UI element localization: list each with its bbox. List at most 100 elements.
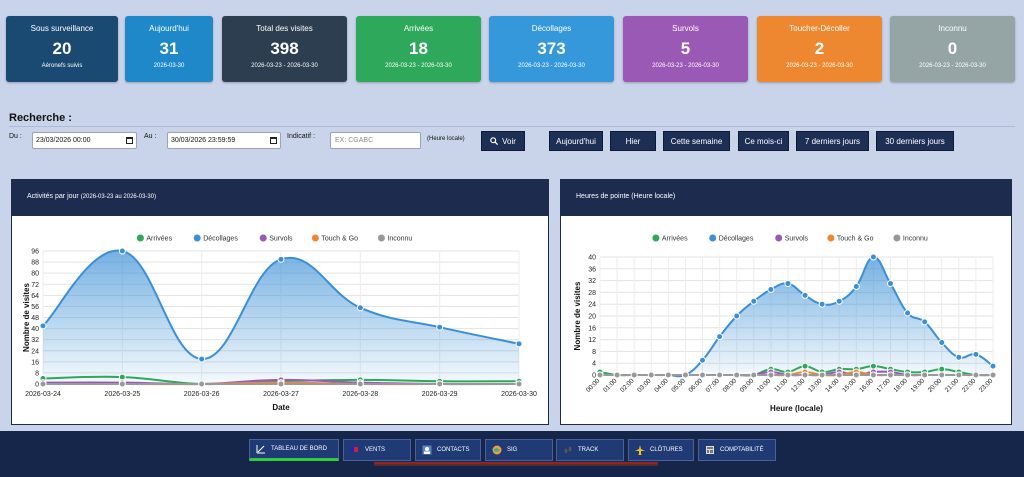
data-point: [515, 380, 523, 388]
card-value: 0: [947, 39, 958, 58]
calendar-icon[interactable]: [126, 137, 133, 144]
data-point: [356, 304, 364, 312]
callsign-label: Indicatif :: [287, 133, 316, 140]
data-point: [801, 371, 809, 379]
data-point: [886, 371, 894, 379]
to-datetime-input[interactable]: 30/03/2026 23:59:59: [167, 132, 281, 149]
y-axis-label: Nombre de visites: [573, 281, 582, 350]
y-tick-label: 56: [31, 304, 39, 311]
from-label: Du :: [9, 133, 22, 140]
data-point: [955, 371, 963, 379]
callsign-input[interactable]: EX: CGABC: [330, 132, 421, 149]
data-point: [904, 371, 912, 379]
this-month-button[interactable]: Ce mois-ci: [738, 131, 789, 151]
x-tick-label: 04:00: [653, 377, 670, 394]
from-datetime-input[interactable]: 23/03/2026 00:00: [32, 132, 137, 149]
card-sub: 2026-03-23 - 2026-03-30: [652, 63, 719, 69]
peak-hours-panel: Heures de pointe (Heure locale) 0 4 8 12 16 2…: [560, 179, 1012, 425]
data-point: [436, 380, 444, 388]
card-label: Total des visites: [256, 24, 313, 33]
x-tick-label: 08:00: [722, 377, 739, 394]
yesterday-button[interactable]: Hier: [610, 131, 656, 151]
accounting-icon: [706, 446, 714, 454]
last-30-days-button[interactable]: 30 derniers jours: [876, 131, 954, 151]
nav-winds[interactable]: VENTS: [343, 439, 411, 461]
data-point: [118, 380, 126, 388]
series-area: [600, 256, 993, 377]
x-tick-label: 18:00: [893, 377, 910, 394]
last-7-days-button[interactable]: 7 derniers jours: [796, 131, 869, 151]
card-label: Aujourd'hui: [149, 24, 189, 33]
data-point: [647, 371, 655, 379]
card-sub: Aéronefs suivis: [41, 63, 83, 69]
card-arrivals: Arrivées 18 2026-03-23 - 2026-03-30: [356, 16, 481, 82]
card-unknown: Inconnu 0 2026-03-23 - 2026-03-30: [890, 16, 1015, 82]
data-point: [989, 362, 997, 370]
y-tick-label: 20: [588, 314, 596, 321]
view-button[interactable]: Voir: [481, 131, 525, 151]
legend-marker: [311, 234, 319, 242]
card-total: Total des visites 398 2026-03-23 - 2026-…: [222, 16, 347, 82]
data-point: [921, 318, 929, 326]
legend-label: Arrivées: [662, 236, 688, 243]
data-point: [767, 285, 775, 293]
x-tick-label: 10:00: [756, 377, 773, 394]
card-sub: 2026-03-30: [153, 63, 185, 69]
panel-header: Activités par jour (2026-03-23 au 2026-0…: [12, 180, 548, 216]
data-point: [869, 362, 877, 370]
data-point: [750, 371, 758, 379]
x-tick-label: 16:00: [858, 377, 875, 394]
legend-marker: [775, 234, 783, 242]
y-tick-label: 88: [31, 260, 39, 267]
data-point: [681, 371, 689, 379]
airplane-icon: [635, 445, 645, 455]
panel-date-range: (2026-03-23 au 2026-03-30): [80, 194, 157, 200]
to-datetime-value: 30/03/2026 23:59:59: [171, 137, 236, 144]
legend-marker: [377, 234, 385, 242]
data-point: [39, 380, 47, 388]
y-tick-label: 8: [35, 370, 39, 377]
x-tick-label: 13:00: [807, 377, 824, 394]
daily-activity-chart: 0 8 16 24 32 40 48 56 64 72 80 88 96 2026-03-24 2026-0…: [22, 234, 537, 412]
x-tick-label: 2026-03-27: [263, 391, 299, 398]
calendar-icon[interactable]: [270, 137, 277, 144]
data-point: [801, 291, 809, 299]
data-point: [39, 322, 47, 330]
nav-closures[interactable]: CLÔTURES: [628, 439, 694, 461]
data-point: [699, 356, 707, 364]
this-week-button[interactable]: Cette semaine: [663, 131, 730, 151]
data-point: [198, 380, 206, 388]
y-tick-label: 0: [35, 382, 39, 389]
data-point: [818, 300, 826, 308]
nav-track[interactable]: TRACK: [556, 439, 624, 461]
nav-dashboard[interactable]: TABLEAU DE BORD: [249, 439, 339, 461]
y-tick-label: 48: [31, 315, 39, 322]
panel-header: Heures de pointe (Heure locale): [561, 180, 1011, 216]
card-today: Aujourd'hui 31 2026-03-30: [125, 16, 213, 82]
card-label: Toucher-Décoller: [789, 24, 850, 33]
x-tick-label: 01:00: [602, 377, 619, 394]
y-tick-label: 80: [31, 271, 39, 278]
x-tick-label: 11:00: [773, 377, 789, 393]
x-tick-label: 00:00: [585, 377, 602, 394]
data-point: [938, 371, 946, 379]
legend-label: Survols: [785, 236, 809, 243]
card-sub: 2026-03-23 - 2026-03-30: [518, 63, 585, 69]
x-axis-label: Heure (locale): [770, 404, 823, 413]
data-point: [733, 371, 741, 379]
nav-sig[interactable]: SIG: [485, 439, 553, 461]
dashboard-icon: [256, 445, 265, 454]
x-tick-label: 20:00: [927, 377, 944, 394]
nav-accounting[interactable]: COMPTABILITÉ: [698, 439, 776, 461]
x-tick-label: 05:00: [670, 377, 687, 394]
x-tick-label: 2026-03-24: [25, 391, 61, 398]
y-tick-label: 0: [592, 373, 596, 380]
wind-flag-icon: [351, 447, 358, 452]
card-touch-go: Toucher-Décoller 2 2026-03-23 - 2026-03-…: [757, 16, 882, 82]
y-tick-label: 36: [588, 266, 596, 273]
today-button[interactable]: Aujourd'hui: [549, 131, 603, 151]
nav-contacts[interactable]: CONTACTS: [415, 439, 481, 461]
card-sub: 2026-03-23 - 2026-03-30: [786, 63, 853, 69]
y-tick-label: 72: [31, 282, 39, 289]
